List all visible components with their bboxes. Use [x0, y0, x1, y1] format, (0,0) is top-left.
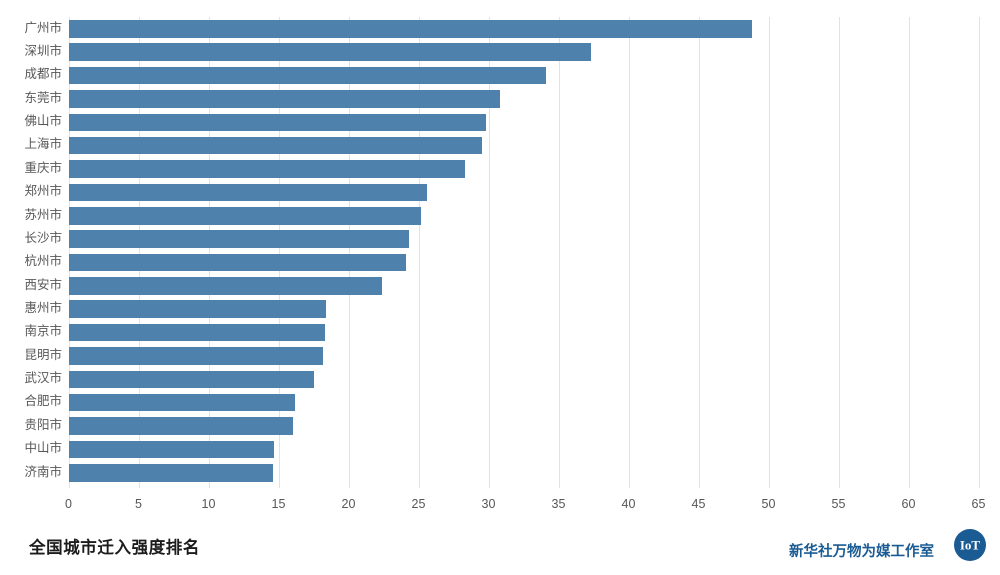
- svg-text:IoT: IoT: [960, 538, 981, 553]
